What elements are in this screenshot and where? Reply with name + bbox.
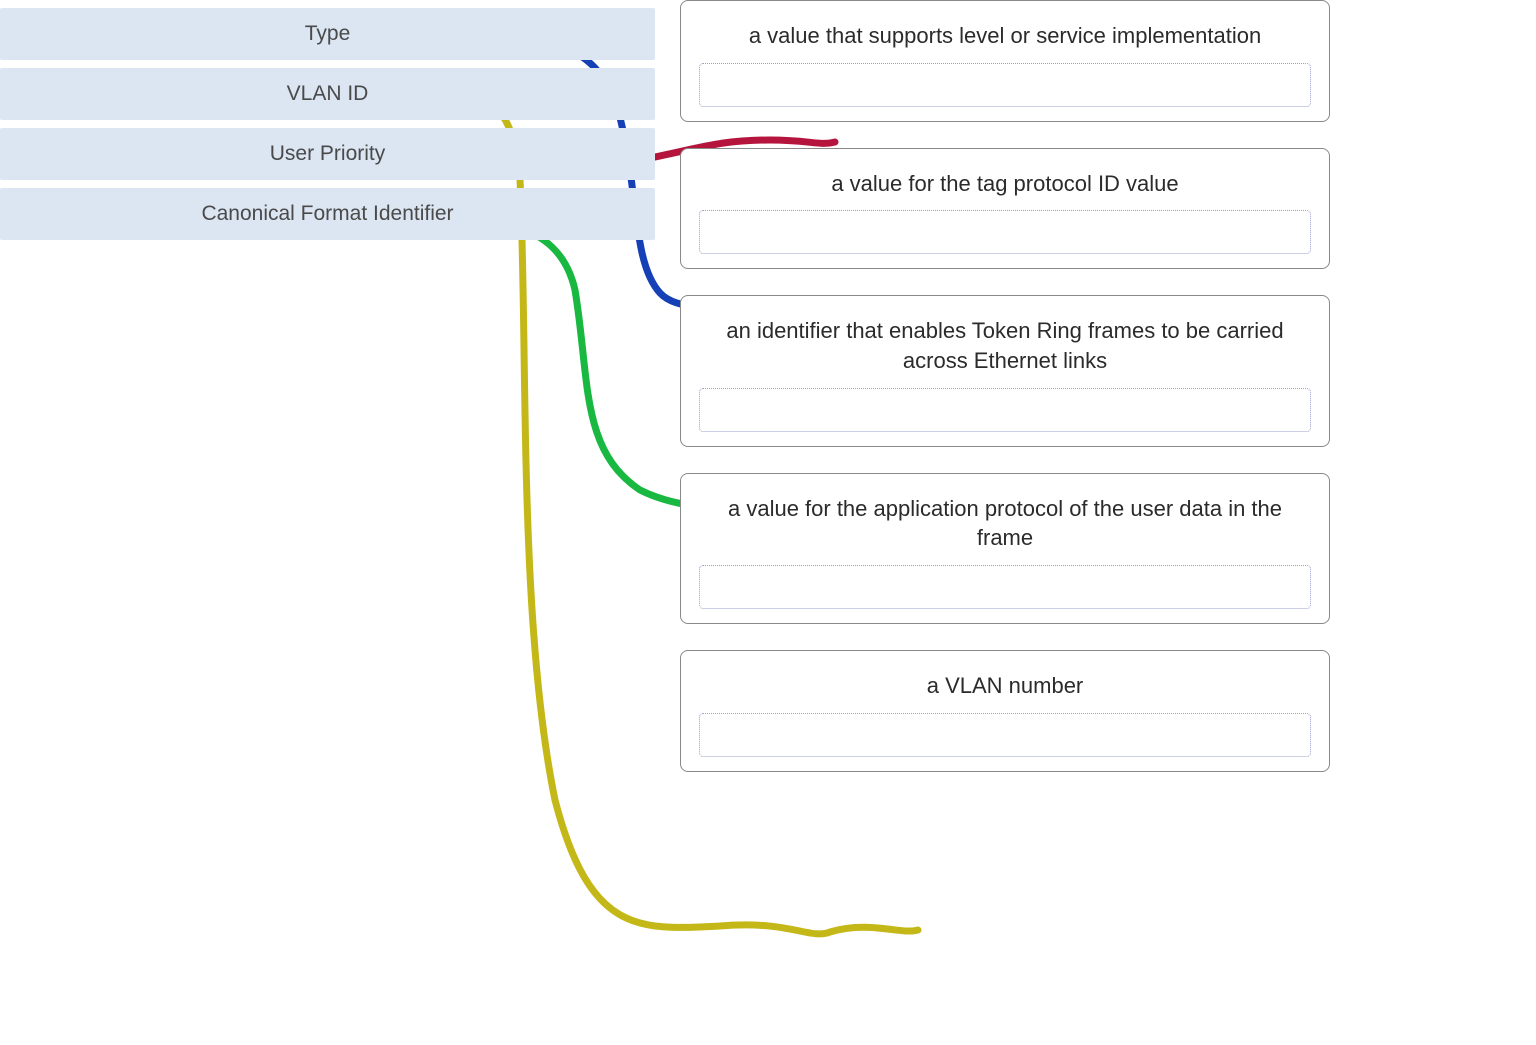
left-item-label: Type <box>305 22 351 45</box>
left-item-vlan-id[interactable]: VLAN ID <box>0 68 655 120</box>
right-item-desc: a value that supports level or service i… <box>699 15 1311 63</box>
right-column: a value that supports level or service i… <box>680 0 1330 798</box>
right-item-desc: a VLAN number <box>699 665 1311 713</box>
right-item-service-level: a value that supports level or service i… <box>680 0 1330 122</box>
left-item-label: Canonical Format Identifier <box>201 202 453 225</box>
left-item-label: User Priority <box>270 142 386 165</box>
right-item-token-ring: an identifier that enables Token Ring fr… <box>680 295 1330 446</box>
drop-zone[interactable] <box>699 63 1311 107</box>
drop-zone[interactable] <box>699 210 1311 254</box>
drop-zone[interactable] <box>699 388 1311 432</box>
matching-diagram: Type VLAN ID User Priority Canonical For… <box>0 0 1536 1045</box>
right-item-tag-protocol: a value for the tag protocol ID value <box>680 148 1330 270</box>
right-item-desc: a value for the application protocol of … <box>699 488 1311 565</box>
right-item-vlan-number: a VLAN number <box>680 650 1330 772</box>
drop-zone[interactable] <box>699 713 1311 757</box>
left-column: Type VLAN ID User Priority Canonical For… <box>0 0 655 248</box>
right-item-app-protocol: a value for the application protocol of … <box>680 473 1330 624</box>
drop-zone[interactable] <box>699 565 1311 609</box>
right-item-desc: a value for the tag protocol ID value <box>699 163 1311 211</box>
left-item-user-priority[interactable]: User Priority <box>0 128 655 180</box>
left-item-cfi[interactable]: Canonical Format Identifier <box>0 188 655 240</box>
right-item-desc: an identifier that enables Token Ring fr… <box>699 310 1311 387</box>
left-item-label: VLAN ID <box>287 82 369 105</box>
left-item-type[interactable]: Type <box>0 8 655 60</box>
